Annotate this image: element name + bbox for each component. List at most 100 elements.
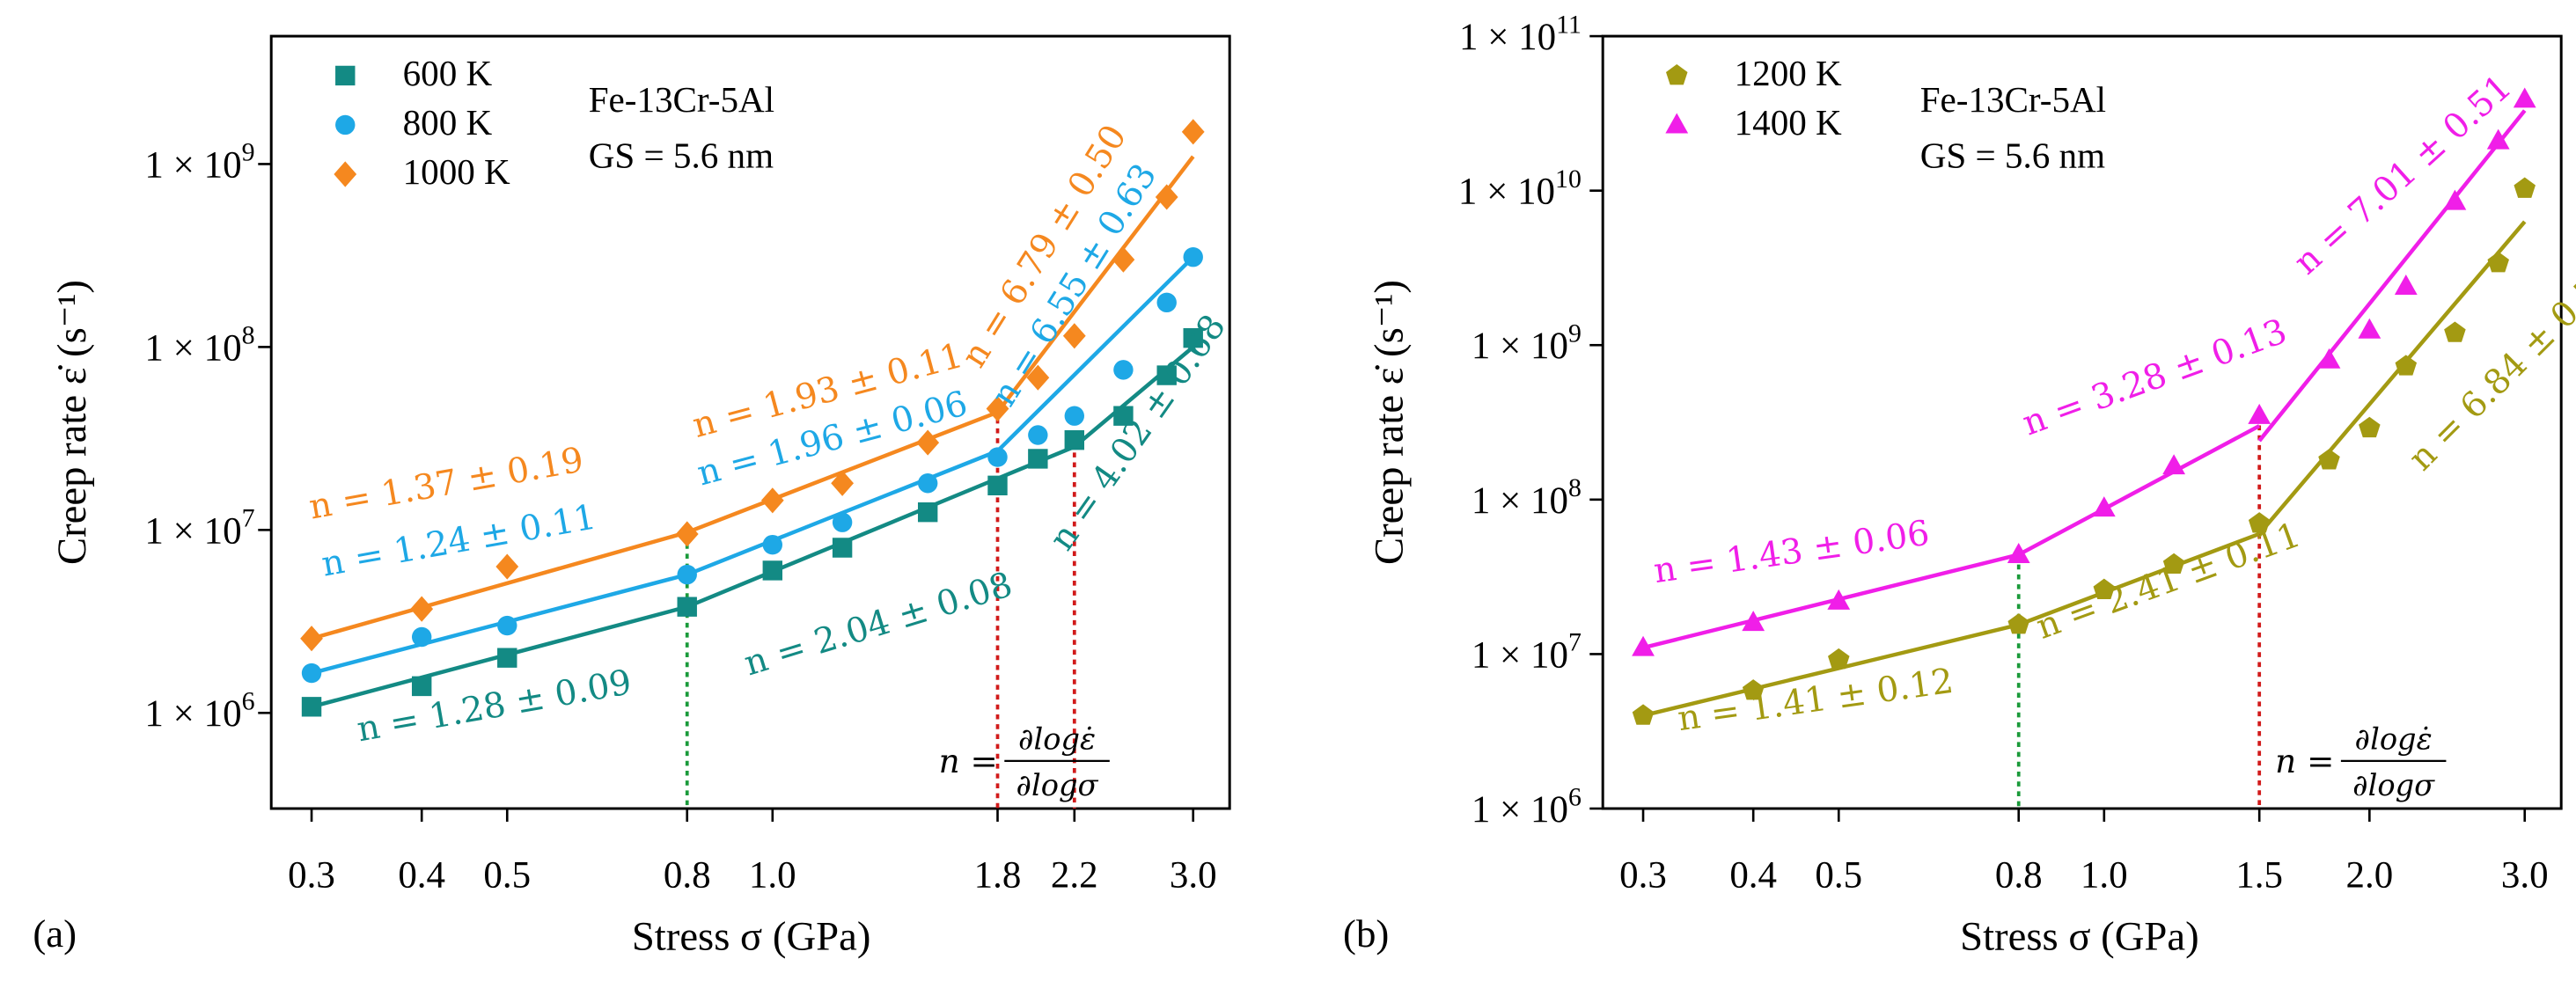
x-tick-label: 1.0 (749, 855, 796, 897)
data-point (1156, 365, 1177, 385)
legend-marker (335, 65, 356, 86)
data-point (1632, 704, 1655, 725)
data-point (2444, 321, 2466, 342)
data-point (495, 553, 519, 580)
data-point (2162, 553, 2185, 575)
y-tick-label: 1 × 108 (144, 321, 254, 370)
data-point (1181, 119, 1205, 145)
legend-label: 600 K (403, 53, 493, 93)
data-point (1827, 589, 1851, 610)
data-point (1028, 449, 1048, 469)
x-axis-label: Stress σ (GPa) (632, 914, 871, 960)
legend-marker (1665, 113, 1689, 134)
x-tick-label: 0.4 (1729, 855, 1777, 897)
plot-frame (269, 34, 1231, 810)
fit-line (2257, 220, 2527, 536)
y-tick-label: 1 × 108 (1471, 473, 1582, 522)
x-tick-label: 0.8 (1995, 855, 2043, 897)
y-tick-label: 1 × 107 (144, 504, 254, 553)
x-tick-label: 2.2 (1051, 855, 1098, 897)
data-point (2443, 189, 2467, 210)
data-point (832, 538, 853, 558)
y-axis-label: Creep rate ε̇ (s⁻¹) (49, 280, 95, 565)
x-tick-label: 1.8 (974, 855, 1022, 897)
data-point (2486, 128, 2510, 150)
data-point (410, 596, 434, 622)
x-tick-label: 1.0 (2081, 855, 2128, 897)
legend-marker (1666, 64, 1688, 85)
formula-lhs: n = (939, 742, 998, 780)
data-point (2092, 496, 2116, 517)
data-point (1155, 184, 1178, 210)
data-point (2007, 542, 2030, 563)
data-point (2394, 275, 2418, 296)
data-point (1742, 679, 1765, 700)
slope-annotation: n = 7.01 ± 0.51 (2286, 68, 2520, 283)
data-point (2359, 416, 2381, 438)
x-tick-label: 0.5 (1815, 855, 1862, 897)
data-point (917, 473, 938, 494)
slope-annotation: n = 1.28 ± 0.09 (354, 663, 635, 750)
fit-line (686, 444, 1075, 609)
data-point (301, 697, 322, 717)
formula-numerator: ∂logε̇ (2355, 722, 2433, 757)
panel-b-chart: 0.3 0.4 0.5 0.8 1.0 1.5 2.0 3.0 1 × 106 1 × 107 1 … (1343, 10, 2576, 959)
legend-label: 1400 K (1735, 102, 1842, 143)
panel-label: (a) (33, 911, 77, 955)
x-tick-label: 1.5 (2235, 855, 2283, 897)
data-point (1028, 425, 1048, 445)
data-point (2248, 403, 2271, 424)
data-point (497, 615, 517, 636)
formula-lhs: n = (2275, 742, 2334, 780)
formula-numerator: ∂logε̇ (1018, 722, 1096, 757)
fit-line (311, 530, 688, 641)
x-tick-label: 0.5 (483, 855, 531, 897)
data-point (675, 521, 699, 547)
y-tick-label: 1 × 1011 (1459, 10, 1582, 58)
data-point (762, 534, 783, 555)
data-point (917, 501, 938, 523)
y-axis-label: Creep rate ε̇ (s⁻¹) (1366, 280, 1412, 565)
plot-frame (1601, 34, 2563, 810)
data-point (411, 676, 432, 697)
sample-label: GS = 5.6 nm (589, 135, 774, 176)
data-point (2162, 454, 2186, 475)
data-point (832, 512, 853, 532)
data-point (1113, 360, 1134, 380)
sample-label: Fe-13Cr-5Al (1920, 79, 2106, 120)
data-point (2395, 355, 2418, 376)
y-tick-label: 1 × 1010 (1458, 165, 1582, 213)
data-point (2514, 177, 2536, 198)
data-point (2358, 318, 2382, 339)
slope-annotation: n = 2.41 ± 0.11 (2031, 516, 2306, 648)
y-tick-label: 1 × 106 (144, 687, 254, 736)
fit-line (1073, 345, 1195, 449)
data-point (987, 475, 1008, 496)
data-point (1183, 247, 1203, 267)
data-point (987, 447, 1008, 467)
formula-denominator: ∂logσ (2352, 768, 2435, 802)
fit-line (1642, 622, 2020, 718)
sample-label: GS = 5.6 nm (1920, 135, 2105, 176)
y-tick-label: 1 × 109 (1471, 319, 1582, 368)
data-point (760, 487, 784, 514)
fit-line (1642, 553, 2020, 650)
fit-line (2257, 109, 2527, 443)
data-point (831, 470, 855, 496)
fit-line (2017, 424, 2261, 557)
x-tick-label: 3.0 (2501, 855, 2549, 897)
fit-line (2017, 531, 2260, 627)
data-point (677, 564, 697, 585)
data-point (677, 597, 697, 617)
data-point (301, 663, 322, 684)
panel-label: (b) (1343, 911, 1389, 955)
sample-label: Fe-13Cr-5Al (589, 79, 774, 120)
panel-a-chart: 0.3 0.4 0.5 0.8 1.0 1.8 2.2 3.0 1 × 106 1 × 107 1 … (33, 34, 1234, 960)
data-point (2513, 87, 2536, 108)
legend-marker (335, 114, 356, 135)
slope-annotation: n = 3.28 ± 0.13 (2017, 311, 2292, 443)
data-point (2248, 512, 2271, 533)
data-point (2487, 252, 2509, 273)
x-tick-label: 0.8 (664, 855, 711, 897)
